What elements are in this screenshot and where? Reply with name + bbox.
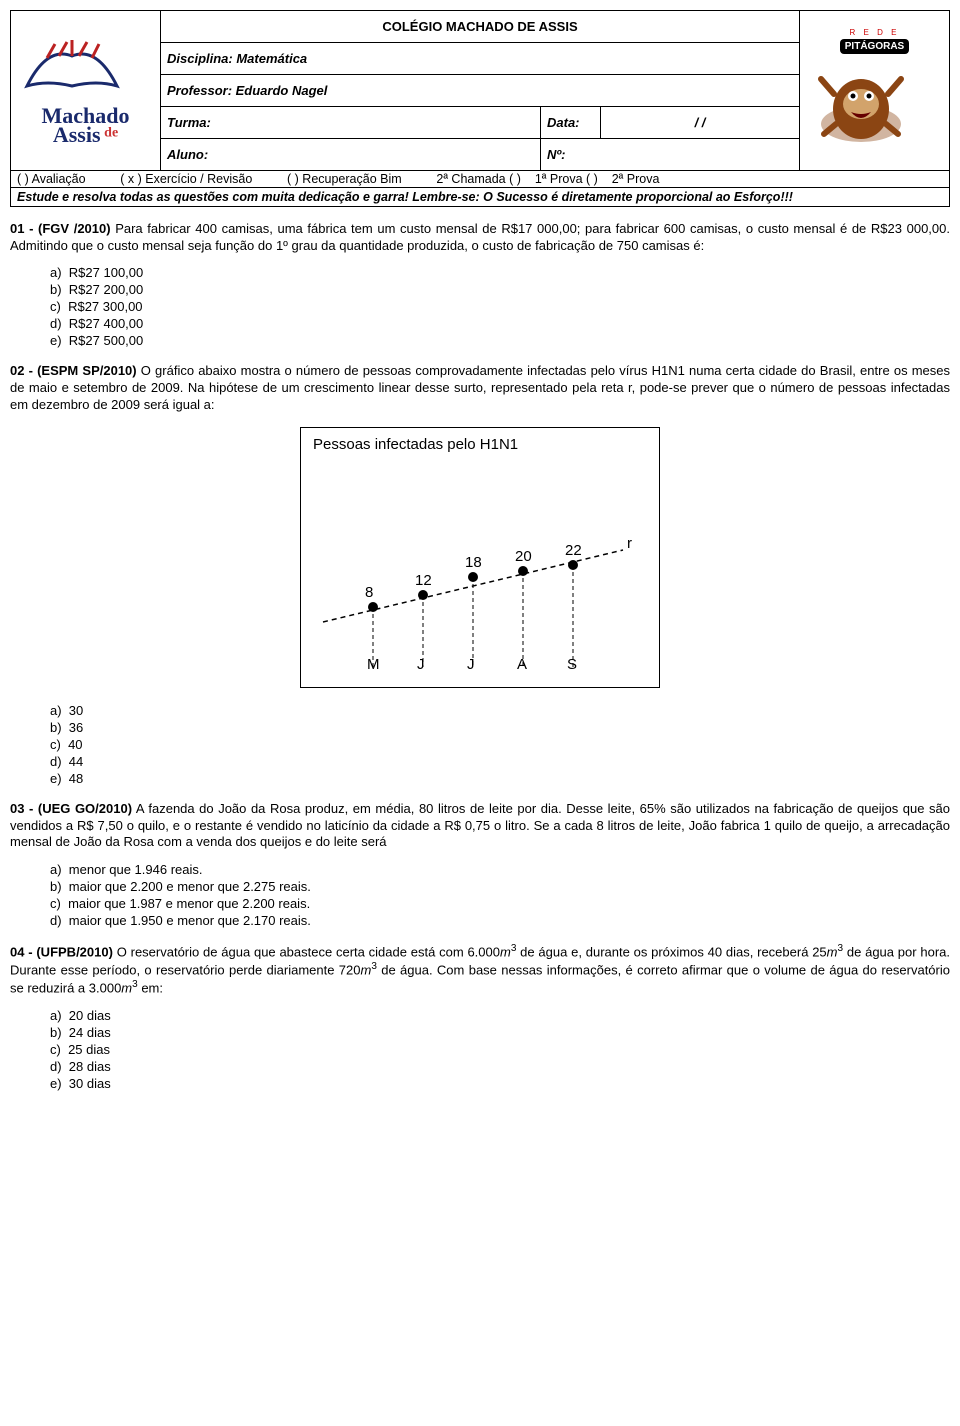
q3-opt-b: b) maior que 2.200 e menor que 2.275 rea… [50, 878, 950, 895]
chk-exercicio: ( x ) Exercício / Revisão [120, 172, 252, 186]
logo-text-2: Assis [53, 122, 101, 147]
svg-text:r: r [627, 535, 632, 552]
q4-opt-c: c) 25 dias [50, 1041, 950, 1058]
q4-opt-a: a) 20 dias [50, 1007, 950, 1024]
chk-prova1: 1ª Prova ( ) [535, 172, 598, 186]
pitagoras-badge: PITÁGORAS [840, 39, 909, 54]
check-row: ( ) Avaliação ( x ) Exercício / Revisão … [10, 171, 950, 188]
chk-chamada2: 2ª Chamada ( ) [436, 172, 521, 186]
logo-right-cell: R E D E PITÁGORAS [800, 11, 950, 171]
svg-text:12: 12 [415, 572, 432, 589]
svg-text:18: 18 [465, 554, 482, 571]
num-label: Nº: [541, 139, 800, 171]
q4-opt-b: b) 24 dias [50, 1024, 950, 1041]
book-logo-icon [17, 36, 127, 106]
chk-prova2: 2ª Prova [612, 172, 660, 186]
q1-text: Para fabricar 400 camisas, uma fábrica t… [10, 221, 950, 253]
chart-frame: Pessoas infectadas pelo H1N1 r 8 M 12 J 18 J 20… [300, 427, 660, 688]
q1-opt-c: c) R$27 300,00 [50, 298, 950, 315]
q2-tag: 02 - (ESPM SP/2010) [10, 363, 137, 378]
svg-text:J: J [467, 656, 475, 673]
q4-block: 04 - (UFPB/2010) O reservatório de água … [10, 943, 950, 997]
svg-text:M: M [367, 656, 380, 673]
svg-text:S: S [567, 656, 577, 673]
q4-opt-d: d) 28 dias [50, 1058, 950, 1075]
q2-block: 02 - (ESPM SP/2010) O gráfico abaixo mos… [10, 363, 950, 413]
q3-opt-c: c) maior que 1.987 e menor que 2.200 rea… [50, 895, 950, 912]
motto-row: Estude e resolva todas as questões com m… [10, 188, 950, 207]
aluno-label: Aluno: [161, 139, 541, 171]
q3-block: 03 - (UEG GO/2010) A fazenda do João da … [10, 801, 950, 851]
header-table: Machado Assis de COLÉGIO MACHADO DE ASSI… [10, 10, 950, 171]
pitagoras-tag: R E D E [806, 28, 943, 37]
q2-text: O gráfico abaixo mostra o número de pess… [10, 363, 950, 411]
chart-container: Pessoas infectadas pelo H1N1 r 8 M 12 J 18 J 20… [300, 427, 660, 688]
q3-opt-a: a) menor que 1.946 reais. [50, 861, 950, 878]
date-sep: / / [601, 107, 800, 139]
svg-text:22: 22 [565, 542, 582, 559]
q1-opt-b: b) R$27 200,00 [50, 281, 950, 298]
svg-text:20: 20 [515, 548, 532, 565]
q4-pre: O reservatório de água que abastece cert… [113, 944, 500, 959]
professor-row: Professor: Eduardo Nagel [161, 75, 800, 107]
q2-opt-a: a) 30 [50, 702, 950, 719]
h1n1-chart-svg: r 8 M 12 J 18 J 20 A 22 S [313, 457, 643, 677]
q1-opt-e: e) R$27 500,00 [50, 332, 950, 349]
q3-text: A fazenda do João da Rosa produz, em méd… [10, 801, 950, 849]
school-title: COLÉGIO MACHADO DE ASSIS [161, 11, 800, 43]
q1-opt-a: a) R$27 100,00 [50, 264, 950, 281]
chk-recuperacao: ( ) Recuperação Bim [287, 172, 402, 186]
q3-tag: 03 - (UEG GO/2010) [10, 801, 132, 816]
q2-opt-c: c) 40 [50, 736, 950, 753]
q1-tag: 01 - (FGV /2010) [10, 221, 111, 236]
q2-options: a) 30 b) 36 c) 40 d) 44 e) 48 [10, 702, 950, 787]
taz-icon [806, 54, 916, 154]
turma-label: Turma: [161, 107, 541, 139]
q4-opt-e: e) 30 dias [50, 1075, 950, 1092]
q4-options: a) 20 dias b) 24 dias c) 25 dias d) 28 d… [10, 1007, 950, 1092]
q1-opt-d: d) R$27 400,00 [50, 315, 950, 332]
logo-de: de [104, 126, 118, 141]
q2-opt-e: e) 48 [50, 770, 950, 787]
svg-text:A: A [517, 656, 527, 673]
q2-opt-b: b) 36 [50, 719, 950, 736]
q2-opt-d: d) 44 [50, 753, 950, 770]
q1-block: 01 - (FGV /2010) Para fabricar 400 camis… [10, 221, 950, 254]
q1-options: a) R$27 100,00 b) R$27 200,00 c) R$27 30… [10, 264, 950, 349]
svg-text:J: J [417, 656, 425, 673]
logo-left-cell: Machado Assis de [11, 11, 161, 171]
data-label: Data: [541, 107, 601, 139]
q4-tag: 04 - (UFPB/2010) [10, 944, 113, 959]
q3-opt-d: d) maior que 1.950 e menor que 2.170 rea… [50, 912, 950, 929]
q3-options: a) menor que 1.946 reais. b) maior que 2… [10, 861, 950, 929]
discipline-row: Disciplina: Matemática [161, 43, 800, 75]
chart-title: Pessoas infectadas pelo H1N1 [313, 436, 647, 453]
chk-avaliacao: ( ) Avaliação [17, 172, 86, 186]
svg-text:8: 8 [365, 584, 373, 601]
